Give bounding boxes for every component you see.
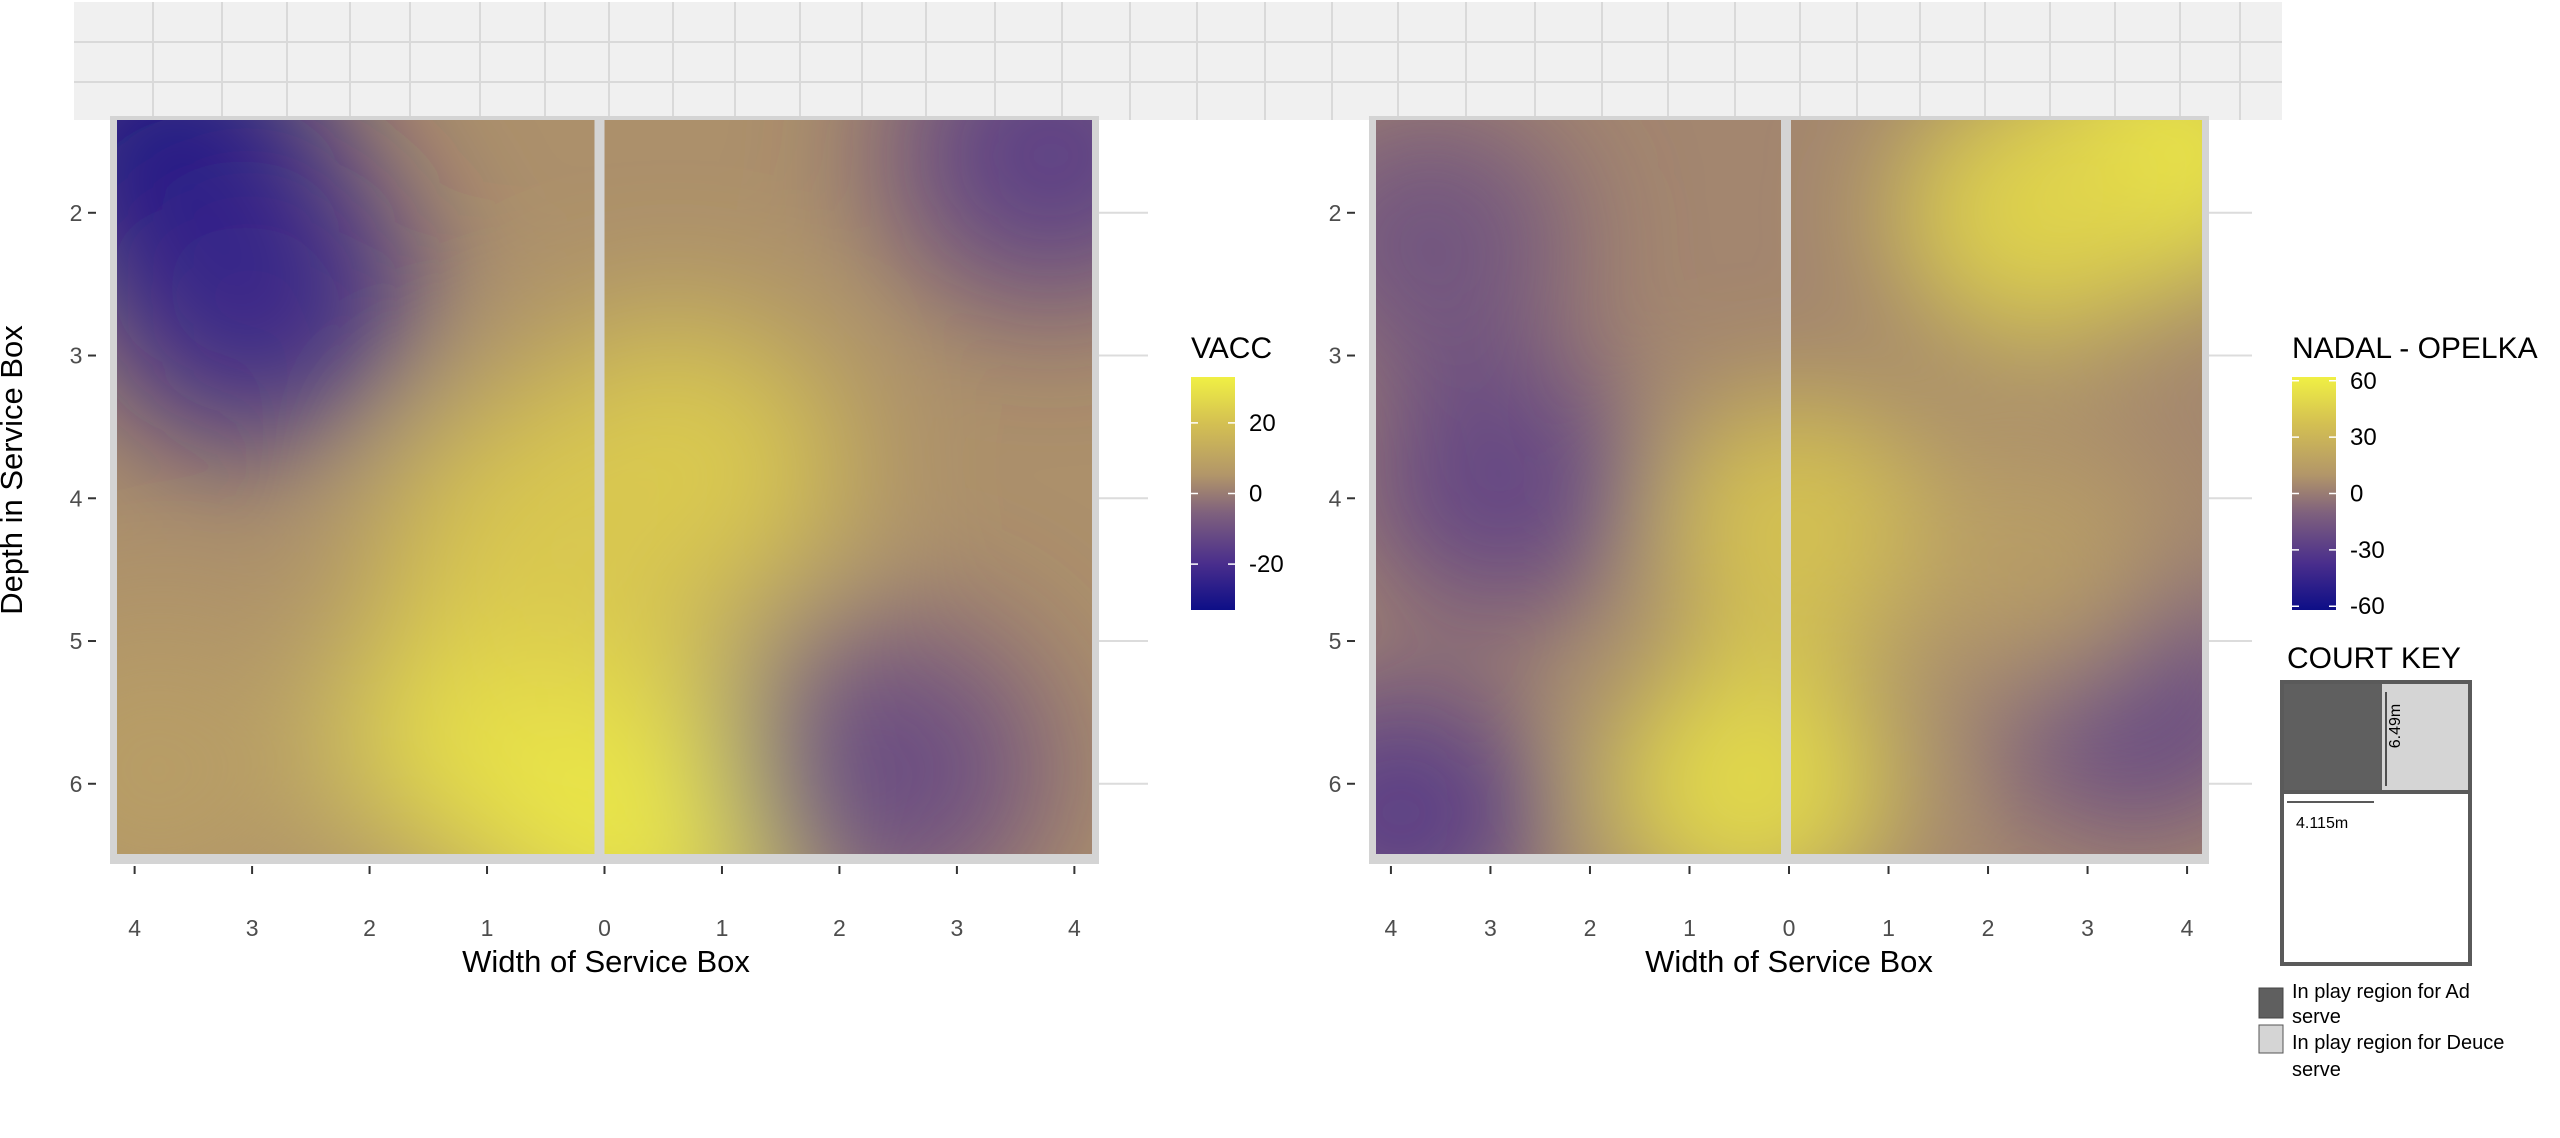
y-tick-label-1: 3 bbox=[70, 343, 83, 369]
colorbar bbox=[1191, 377, 1235, 610]
x-tick-label-0: 4 bbox=[1385, 915, 1398, 941]
net-band-background bbox=[74, 2, 2282, 120]
court-key-deuce-swatch bbox=[2258, 1024, 2284, 1054]
heatmap-cell-5 bbox=[1376, 682, 1544, 854]
colorbar-label-2: -20 bbox=[1249, 551, 1284, 578]
x-tick-label-5: 1 bbox=[716, 915, 729, 941]
x-tick-label-4: 0 bbox=[598, 915, 611, 941]
court-key-ad-region bbox=[2282, 682, 2382, 792]
court-key-outline bbox=[2280, 680, 2472, 966]
heatmap-surface bbox=[117, 120, 1092, 854]
x-tick-label-0: 4 bbox=[128, 915, 141, 941]
court-key-deuce-label-line2: serve bbox=[2292, 1059, 2341, 1081]
x-tick-label-6: 2 bbox=[1982, 915, 1995, 941]
legend-title-vacc: VACC bbox=[1191, 332, 1272, 365]
colorbar-label-3: -30 bbox=[2350, 537, 2385, 564]
x-tick-label-2: 2 bbox=[1584, 915, 1597, 941]
heatmap-cell-6 bbox=[1376, 120, 1574, 372]
heatmap-cell-8 bbox=[117, 619, 324, 854]
heatmap-surface bbox=[1376, 120, 2202, 854]
heatmap-cell-8 bbox=[1884, 425, 2171, 686]
legend-title-nadal-opelka: NADAL - OPELKA bbox=[2292, 332, 2538, 365]
y-tick-label-4: 6 bbox=[70, 771, 83, 797]
x-tick-label-6: 2 bbox=[833, 915, 846, 941]
y-tick-label-3: 5 bbox=[1329, 628, 1342, 654]
heatmap-panel-vacc: 2 3 4 5 6 4 3 2 1 0 1 2 3 4 bbox=[70, 116, 1148, 941]
colorbar-label-1: 0 bbox=[1249, 481, 1262, 508]
heatmap-cell-1 bbox=[1894, 120, 2181, 343]
heatmap-cell-7 bbox=[721, 619, 1052, 854]
colorbar-label-0: 60 bbox=[2350, 368, 2377, 395]
y-tick-label-2: 4 bbox=[70, 485, 83, 511]
colorbar-label-2: 0 bbox=[2350, 481, 2363, 508]
x-tick-label-8: 4 bbox=[1068, 915, 1081, 941]
court-key-ad-swatch bbox=[2258, 987, 2284, 1019]
colorbar-legend-nadal-opelka: NADAL - OPELKA 60 30 0 -30 -60 bbox=[2292, 332, 2538, 620]
y-tick-label-2: 4 bbox=[1329, 485, 1342, 511]
y-tick-label-4: 6 bbox=[1329, 771, 1342, 797]
y-axis-title: Depth in Service Box bbox=[0, 325, 29, 615]
court-key-depth-label: 6.49m bbox=[2387, 704, 2404, 748]
x-axis-title-left: Width of Service Box bbox=[462, 944, 750, 979]
x-tick-label-8: 4 bbox=[2181, 915, 2194, 941]
heatmap-cell-6 bbox=[885, 120, 1092, 306]
heatmap-cell-2 bbox=[1606, 653, 1893, 854]
center-service-line bbox=[1781, 120, 1791, 858]
court-key-deuce-region bbox=[2382, 682, 2470, 792]
center-service-line bbox=[594, 120, 605, 858]
x-tick-label-4: 0 bbox=[1783, 915, 1796, 941]
heatmap-cell-3 bbox=[380, 391, 711, 692]
y-tick-label-0: 2 bbox=[70, 200, 83, 226]
court-key-deuce-label-line1: In play region for Deuce bbox=[2292, 1032, 2504, 1054]
court-key-title: COURT KEY bbox=[2287, 642, 2461, 675]
colorbar-label-1: 30 bbox=[2350, 424, 2377, 451]
heatmap-cell-5 bbox=[117, 148, 418, 449]
y-tick-label-3: 5 bbox=[70, 628, 83, 654]
colorbar-label-0: 20 bbox=[1249, 410, 1276, 437]
x-tick-label-1: 3 bbox=[246, 915, 259, 941]
x-tick-label-1: 3 bbox=[1484, 915, 1497, 941]
x-tick-label-3: 1 bbox=[1683, 915, 1696, 941]
net-band bbox=[74, 2, 2282, 120]
colorbar bbox=[2292, 377, 2336, 610]
heatmap-cell-3 bbox=[1655, 396, 1942, 657]
colorbar-legend-vacc: VACC 20 0 -20 bbox=[1191, 332, 1284, 610]
y-tick-label-0: 2 bbox=[1329, 200, 1342, 226]
x-tick-label-3: 1 bbox=[481, 915, 494, 941]
x-tick-label-7: 3 bbox=[951, 915, 964, 941]
heatmap-panel-nadal-opelka: 2 3 4 5 6 4 3 2 1 0 1 2 3 4 bbox=[1329, 116, 2252, 941]
court-key-width-label: 4.115m bbox=[2296, 815, 2348, 832]
court-key-ad-label-line2: serve bbox=[2292, 1006, 2341, 1028]
x-tick-label-5: 1 bbox=[1882, 915, 1895, 941]
colorbar-label-4: -60 bbox=[2350, 593, 2385, 620]
y-tick-label-1: 3 bbox=[1329, 343, 1342, 369]
heatmap-cell-4 bbox=[1376, 354, 1644, 614]
x-tick-label-2: 2 bbox=[363, 915, 376, 941]
court-key-ad-label-line1: In play region for Ad bbox=[2292, 981, 2470, 1003]
x-tick-label-7: 3 bbox=[2081, 915, 2094, 941]
x-axis-title-right: Width of Service Box bbox=[1645, 944, 1933, 979]
court-key: COURT KEY 6.49m 4.115m In play region fo… bbox=[2258, 642, 2504, 1081]
